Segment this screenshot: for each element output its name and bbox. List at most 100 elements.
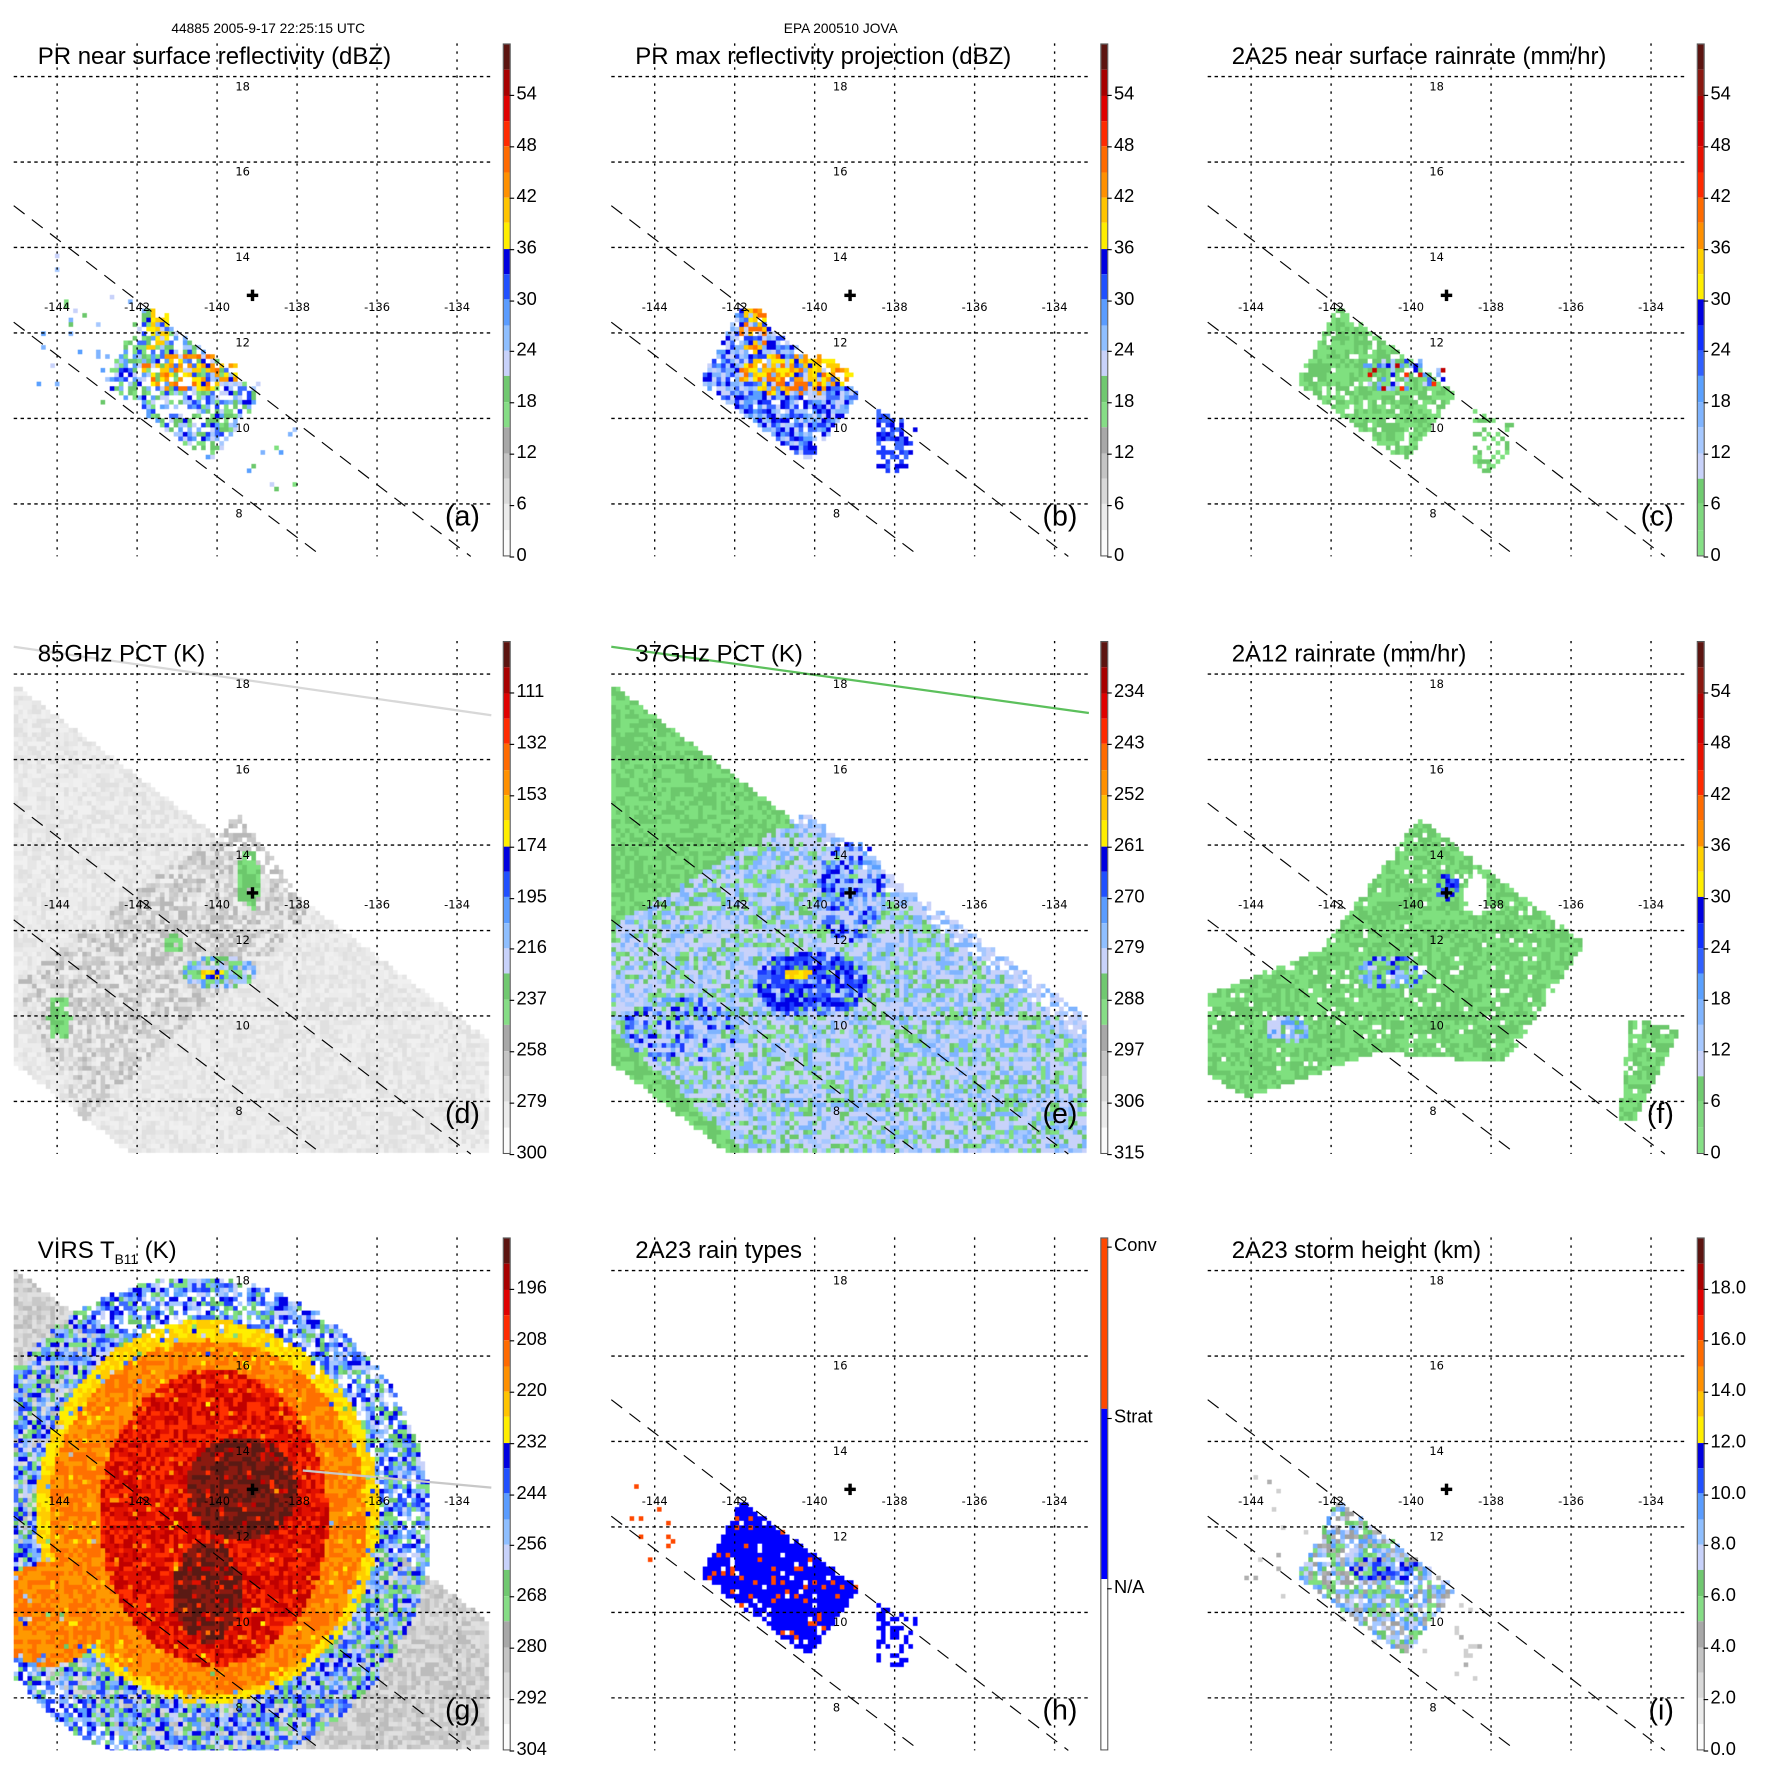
- colorbar-tick-label: 54: [1703, 681, 1731, 702]
- colorbar-tick-label: 4.0: [1703, 1637, 1736, 1657]
- colorbar-tick-label: 174: [509, 835, 547, 856]
- longitude-label: -136: [1558, 300, 1584, 314]
- colorbar-tick-label: 24: [1107, 340, 1135, 361]
- longitude-label: -134: [1638, 897, 1664, 911]
- colorbar-segment: [1697, 1621, 1704, 1648]
- colorbar-segment: [1101, 299, 1108, 326]
- colorbar-segment: [1101, 401, 1108, 428]
- latitude-label: 14: [833, 250, 848, 264]
- colorbar-tick-label: 42: [1107, 187, 1135, 207]
- colorbar-segment: [1697, 1595, 1704, 1622]
- colorbar-tick-label: 54: [1107, 84, 1135, 104]
- colorbar-tick-label: 297: [1107, 1041, 1145, 1061]
- colorbar-segment: [503, 820, 510, 847]
- colorbar-segment: [503, 478, 510, 505]
- longitude-label: -134: [1638, 1494, 1664, 1508]
- colorbar-ticks: 234 243 252 261 270 279 288 297 306 315: [1107, 641, 1194, 1163]
- latitude-label: 12: [1429, 336, 1444, 350]
- map-area: -144 -142 -140 -138 -136 -134 18 16 14 12 10 8 2A25 …: [1207, 43, 1686, 557]
- colorbar-tick-label: 6: [1107, 494, 1125, 515]
- latitude-label: 16: [235, 165, 250, 179]
- panel-g: -144 -142 -140 -138 -136 -134 18 16 14 12 10 8 VIRS …: [13, 1237, 608, 1785]
- latitude-label: 14: [1429, 250, 1444, 264]
- longitude-label: -136: [364, 897, 390, 911]
- colorbar-segment: [1101, 871, 1108, 898]
- latitude-label: 8: [833, 1104, 840, 1118]
- map-area: -144 -142 -140 -138 -136 -134 18 16 14 12 10 8 2A23 …: [1207, 1237, 1686, 1751]
- colorbar-segment: [1697, 744, 1704, 770]
- colorbar-tick-label: 256: [509, 1534, 547, 1555]
- title-suffix: (K): [137, 1237, 177, 1264]
- colorbar-segment: [1697, 1493, 1704, 1520]
- colorbar-segment: [1101, 95, 1108, 122]
- colorbar-segment: [503, 1698, 510, 1724]
- colorbar-segment: [1101, 667, 1108, 694]
- colorbar-segment: [1697, 299, 1704, 326]
- map-overlay: -144 -142 -140 -138 -136 -134 18 16 14 12 10 8: [1207, 43, 1686, 557]
- panel-label: (i): [1648, 1694, 1674, 1727]
- colorbar-tick-label: 252: [1107, 784, 1145, 805]
- latitude-label: 18: [833, 677, 848, 691]
- colorbar-segment: [503, 922, 510, 949]
- colorbar-segment: [1101, 504, 1108, 530]
- longitude-label: -144: [642, 897, 668, 911]
- longitude-label: -138: [1478, 1494, 1504, 1508]
- latitude-label: 18: [833, 79, 848, 93]
- latitude-label: 8: [1429, 507, 1436, 521]
- longitude-label: -140: [1398, 300, 1424, 314]
- longitude-label: -138: [284, 897, 310, 911]
- longitude-label: -134: [444, 1494, 470, 1508]
- colorbar-segment: [1697, 846, 1704, 872]
- panel-label: (a): [444, 500, 480, 533]
- colorbar-tick-label: 30: [509, 289, 537, 310]
- colorbar-segment: [1697, 1442, 1704, 1469]
- colorbar-segment: [503, 1076, 510, 1102]
- colorbar-tick-label: 270: [1107, 887, 1145, 907]
- panel-title: 2A23 rain types: [635, 1237, 802, 1264]
- panel-label: (d): [444, 1098, 480, 1131]
- colorbar-segment: [503, 1595, 510, 1622]
- title-text: 2A23 rain types: [635, 1237, 803, 1264]
- longitude-label: -138: [284, 1494, 310, 1508]
- colorbar-segment: [1101, 1101, 1108, 1128]
- longitude-label: -142: [722, 1494, 748, 1508]
- pr-swath-edge: [610, 919, 921, 1155]
- colorbar-segment: [503, 948, 510, 975]
- title-text: 2A25 near surface rainrate (mm/hr): [1231, 43, 1607, 70]
- colorbar-segment: [503, 1442, 510, 1469]
- panel-label: (c): [1640, 500, 1674, 533]
- longitude-label: -140: [1398, 897, 1424, 911]
- colorbar-segment: [503, 504, 510, 530]
- pr-swath-edge: [13, 205, 472, 557]
- colorbar-segment: [503, 846, 510, 872]
- colorbar-segment: [1697, 1570, 1704, 1596]
- map-overlay: -144 -142 -140 -138 -136 -134 18 16 14 12 10 8: [1207, 1237, 1686, 1751]
- longitude-label: -140: [1398, 1494, 1424, 1508]
- panel-label: (g): [444, 1694, 480, 1727]
- latitude-label: 10: [1429, 1615, 1444, 1629]
- longitude-label: -138: [882, 300, 908, 314]
- colorbar-segment: [1697, 1519, 1704, 1545]
- longitude-label: -134: [1042, 300, 1068, 314]
- map-overlay: -144 -142 -140 -138 -136 -134 18 16 14 12 10 8: [13, 1237, 492, 1751]
- panel-b: -144 -142 -140 -138 -136 -134 18 16 14 12 10 8 PR ma…: [610, 43, 1205, 591]
- colorbar-segment: [1101, 1025, 1108, 1051]
- colorbar-segment: [1101, 744, 1108, 770]
- colorbar-segment: [503, 1493, 510, 1520]
- longitude-label: -140: [802, 897, 828, 911]
- colorbar-segment: [1101, 1579, 1108, 1750]
- colorbar-tick-label: 279: [509, 1092, 547, 1112]
- colorbar-segment: [1101, 1050, 1108, 1077]
- latitude-label: 10: [833, 1615, 848, 1629]
- colorbar-segment: [1697, 401, 1704, 428]
- latitude-label: 14: [1429, 848, 1444, 862]
- colorbar-tick-label: 42: [509, 187, 537, 207]
- longitude-label: -142: [722, 300, 748, 314]
- colorbar-segment: [1697, 795, 1704, 821]
- colorbar-ticks: Conv Strat N/A: [1107, 1236, 1194, 1750]
- colorbar-ticks: 111 132 153 174 195 216 237 258 279 300: [509, 641, 596, 1163]
- longitude-label: -144: [642, 300, 668, 314]
- colorbar-segment: [1697, 172, 1704, 198]
- colorbar-segment: [1101, 248, 1108, 275]
- title-text: 2A12 rainrate (mm/hr): [1231, 640, 1467, 668]
